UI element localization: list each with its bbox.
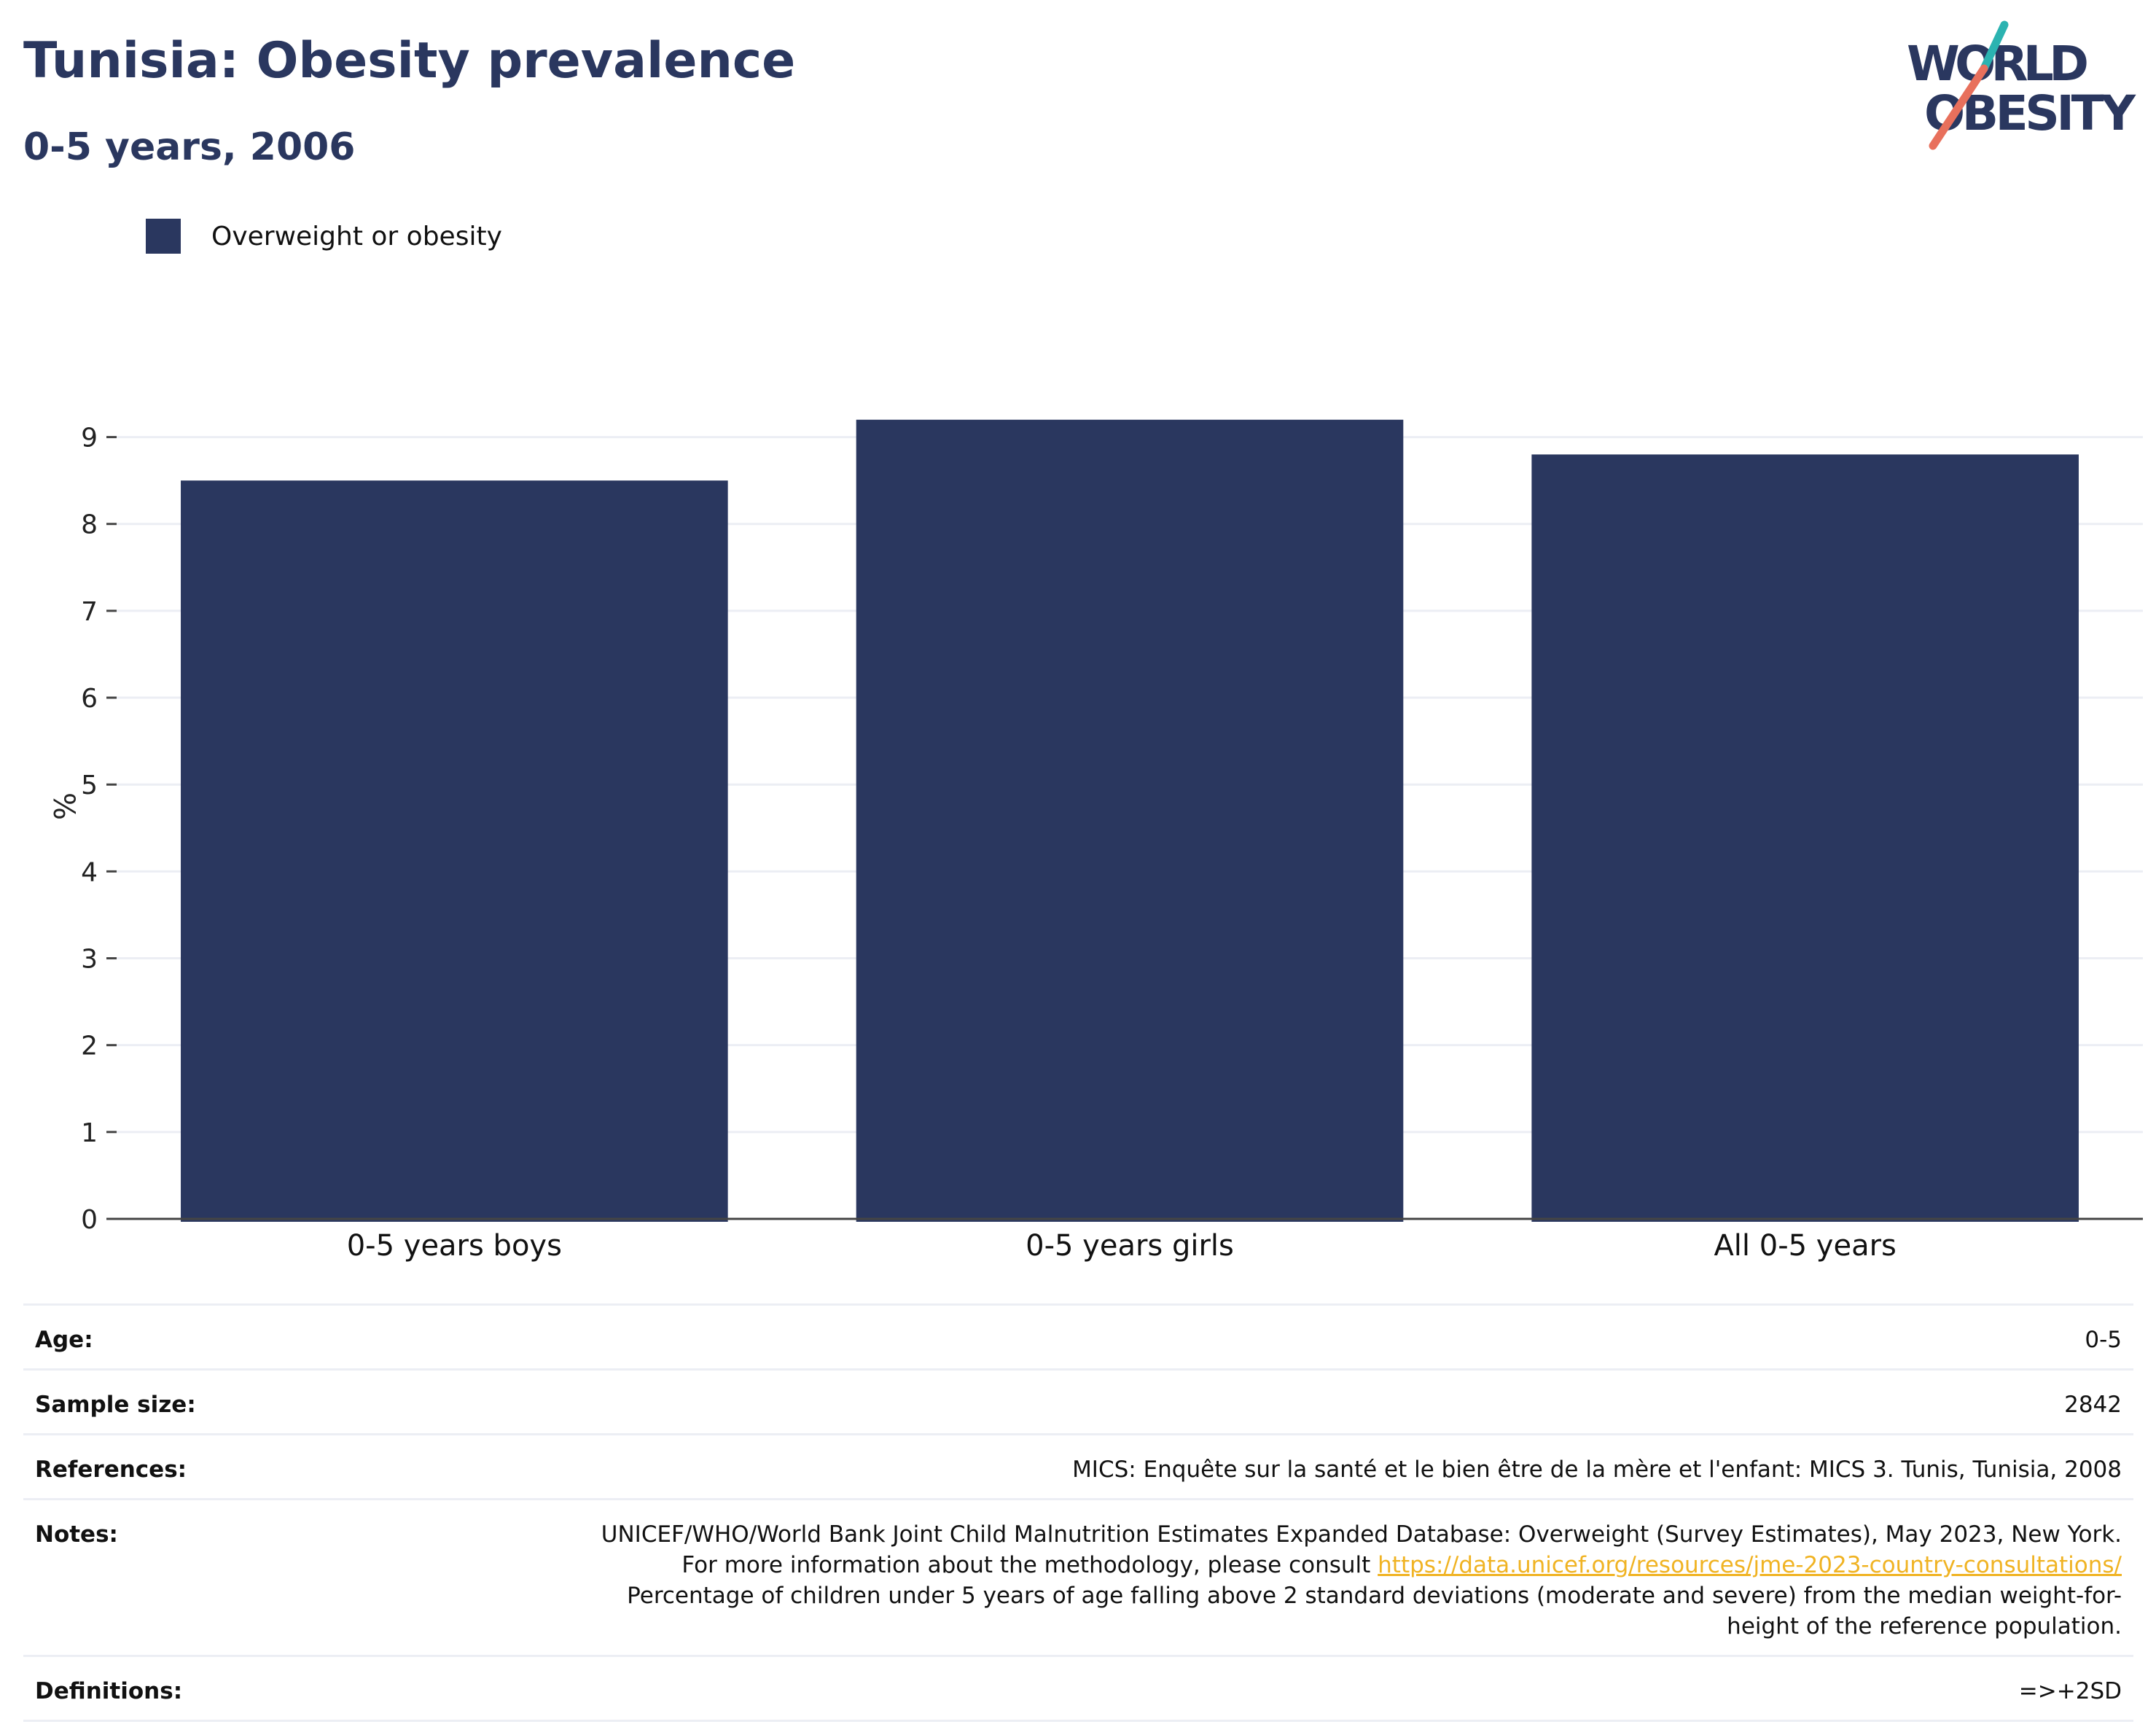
y-tick-label-4: 4 <box>81 857 98 887</box>
legend[interactable]: Overweight or obesity <box>146 219 502 254</box>
y-tick-label-3: 3 <box>81 945 98 975</box>
meta-row-sample-size: Sample size: 2842 <box>23 1368 2133 1433</box>
meta-row-references: References: MICS: Enquête sur la santé e… <box>23 1433 2133 1498</box>
logo-word-obesity: OBESITY <box>1924 85 2136 141</box>
meta-value-definitions: =>+2SD <box>2018 1678 2122 1704</box>
notes-text-after: Percentage of children under 5 years of … <box>627 1583 2122 1640</box>
meta-value-notes: UNICEF/WHO/World Bank Joint Child Malnut… <box>591 1519 2122 1642</box>
y-tick-label-1: 1 <box>81 1118 98 1148</box>
meta-label-sample-size: Sample size: <box>35 1392 196 1418</box>
metadata-table: Age: 0-5 Sample size: 2842 References: M… <box>23 1303 2133 1722</box>
meta-value-age: 0-5 <box>2085 1327 2122 1353</box>
y-tick-label-2: 2 <box>81 1032 98 1061</box>
y-tick-label-7: 7 <box>81 597 98 627</box>
meta-row-age: Age: 0-5 <box>23 1303 2133 1368</box>
meta-value-sample-size: 2842 <box>2064 1392 2122 1418</box>
y-tick-label-6: 6 <box>81 684 98 714</box>
meta-label-notes: Notes: <box>35 1521 118 1548</box>
meta-label-definitions: Definitions: <box>35 1678 183 1704</box>
bar-0 <box>181 480 728 1222</box>
meta-row-definitions: Definitions: =>+2SD <box>23 1655 2133 1722</box>
world-obesity-logo: WORLD OBESITY <box>1907 20 2136 150</box>
methodology-link[interactable]: https://data.unicef.org/resources/jme-20… <box>1378 1552 2122 1578</box>
x-tick-label-1: 0-5 years girls <box>1026 1229 1234 1263</box>
y-tick-label-9: 9 <box>81 424 98 453</box>
meta-label-age: Age: <box>35 1327 93 1353</box>
legend-label-overweight: Overweight or obesity <box>211 221 502 252</box>
y-tick-label-8: 8 <box>81 510 98 540</box>
notes-text-before: UNICEF/WHO/World Bank Joint Child Malnut… <box>601 1521 2122 1578</box>
bar-1 <box>856 419 1404 1223</box>
y-axis-label: % <box>47 792 80 820</box>
chart-subtitle: 0-5 years, 2006 <box>23 125 356 169</box>
chart-title: Tunisia: Obesity prevalence <box>23 32 796 90</box>
y-tick-label-0: 0 <box>81 1205 98 1235</box>
logo-slash-bottom <box>1929 64 1988 150</box>
logo-slash-top <box>1980 20 2009 73</box>
meta-row-notes: Notes: UNICEF/WHO/World Bank Joint Child… <box>23 1498 2133 1655</box>
y-tick-label-5: 5 <box>81 771 98 800</box>
meta-value-references: MICS: Enquête sur la santé et le bien êt… <box>1072 1457 2122 1483</box>
x-tick-label-2: All 0-5 years <box>1714 1229 1896 1263</box>
legend-swatch-overweight <box>146 219 181 254</box>
bar-2 <box>1531 454 2079 1222</box>
meta-label-references: References: <box>35 1457 187 1483</box>
bar-chart: 0 1 2 3 4 5 6 7 8 9% 0-5 years boys 0-5 years girls… <box>47 419 2143 1263</box>
x-tick-label-0: 0-5 years boys <box>347 1229 562 1263</box>
